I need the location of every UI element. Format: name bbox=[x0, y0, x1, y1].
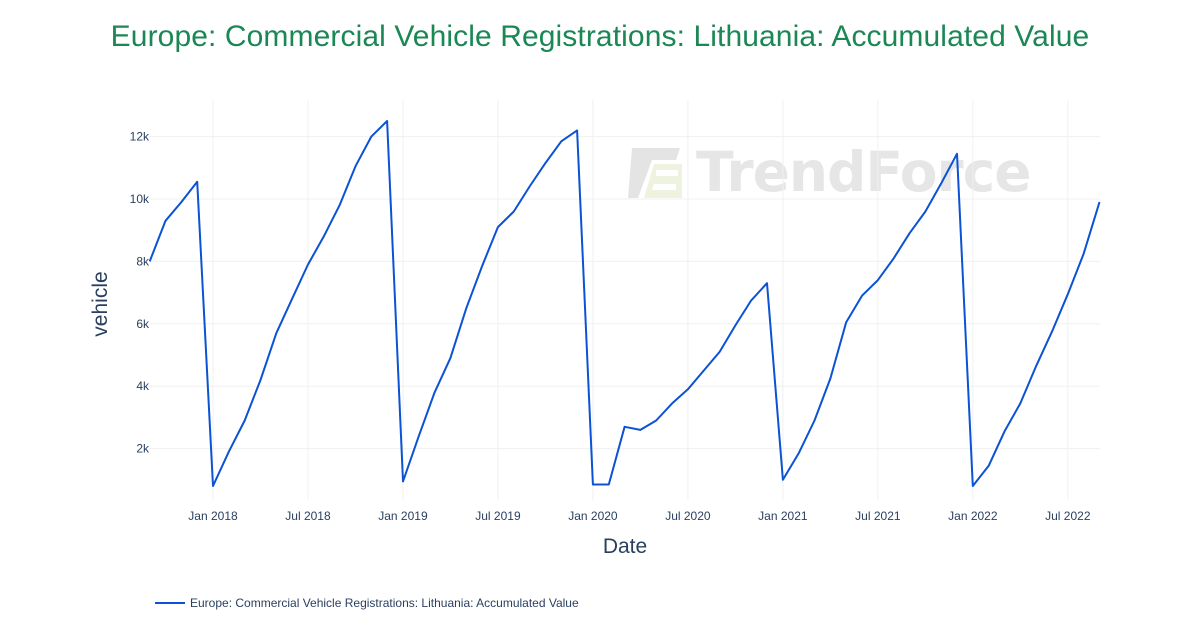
x-tick-label: Jan 2022 bbox=[948, 509, 998, 523]
x-tick-label: Jan 2019 bbox=[378, 509, 428, 523]
x-tick-label: Jul 2020 bbox=[665, 509, 711, 523]
legend-line-swatch-icon bbox=[155, 602, 185, 604]
y-axis-ticks: 2k 4k 6k 8k 10k 12k bbox=[130, 130, 150, 456]
y-axis-title: vehicle bbox=[89, 271, 112, 336]
y-tick-label: 8k bbox=[136, 254, 150, 268]
series-line[interactable] bbox=[148, 120, 1101, 487]
legend-label: Europe: Commercial Vehicle Registrations… bbox=[190, 596, 579, 610]
x-tick-label: Jan 2020 bbox=[568, 509, 618, 523]
chart-title: Europe: Commercial Vehicle Registrations… bbox=[110, 20, 1090, 53]
x-axis-title: Date bbox=[603, 535, 647, 558]
legend[interactable]: Europe: Commercial Vehicle Registrations… bbox=[155, 596, 579, 610]
y-tick-label: 6k bbox=[136, 317, 150, 331]
x-tick-label: Jul 2021 bbox=[855, 509, 901, 523]
watermark-text: TrendForce bbox=[696, 140, 1032, 204]
y-tick-label: 2k bbox=[136, 442, 150, 456]
trendforce-logo-icon bbox=[626, 146, 684, 200]
x-tick-label: Jul 2019 bbox=[475, 509, 521, 523]
y-tick-label: 10k bbox=[130, 192, 150, 206]
x-tick-label: Jul 2022 bbox=[1045, 509, 1091, 523]
y-tick-label: 4k bbox=[136, 379, 150, 393]
x-axis-ticks: Jan 2018 Jul 2018 Jan 2019 Jul 2019 Jan 2020… bbox=[188, 509, 1091, 523]
trendforce-watermark: TrendForce bbox=[626, 140, 1032, 204]
y-tick-label: 12k bbox=[130, 130, 150, 144]
x-tick-label: Jul 2018 bbox=[285, 509, 331, 523]
x-tick-label: Jan 2021 bbox=[758, 509, 808, 523]
x-tick-label: Jan 2018 bbox=[188, 509, 238, 523]
gridlines bbox=[149, 100, 1100, 500]
